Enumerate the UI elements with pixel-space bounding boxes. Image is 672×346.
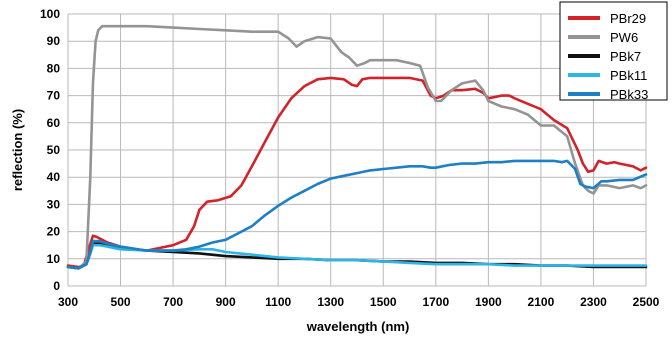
y-tick-label: 90 [47,34,61,48]
x-tick-label: 2300 [580,295,607,309]
series-line-pw6 [66,24,648,270]
grid [67,13,647,287]
legend-label-pbk33: PBk33 [610,87,648,102]
y-axis-title: reflection (%) [10,109,25,191]
y-tick-label: 10 [47,252,61,266]
y-tick-label: 50 [47,143,61,157]
x-tick-label: 2100 [528,295,555,309]
y-tick-label: 40 [47,170,61,184]
x-tick-label: 1500 [370,295,397,309]
tick-labels: 0 10 20 30 40 50 60 70 80 90 100 300 500 700 900 1100 13… [40,7,660,309]
x-axis-title: wavelength (nm) [306,319,410,334]
legend-label-pbk7: PBk7 [610,49,641,64]
x-tick-label: 1300 [317,295,344,309]
x-tick-label: 700 [163,295,183,309]
x-tick-label: 500 [111,295,131,309]
x-tick-label: 1900 [475,295,502,309]
y-tick-label: 80 [47,61,61,75]
x-tick-label: 2500 [633,295,660,309]
legend-label-pbr29: PBr29 [610,11,646,26]
series-line-pbr29 [66,76,648,269]
legend: PBr29 PW6 PBk7 PBk11 PBk33 [559,1,668,102]
legend-label-pw6: PW6 [610,30,638,45]
series-line-pbk33 [66,159,648,270]
x-tick-label: 300 [58,295,78,309]
series-lines [66,24,648,270]
y-tick-label: 60 [47,116,61,130]
series-line-pbk11 [66,243,648,270]
y-tick-label: 100 [40,7,60,21]
y-tick-label: 70 [47,89,61,103]
y-tick-label: 20 [47,225,61,239]
y-tick-label: 30 [47,197,61,211]
legend-label-pbk11: PBk11 [610,68,647,83]
x-tick-label: 1700 [422,295,449,309]
y-tick-label: 0 [53,279,60,293]
x-tick-label: 900 [216,295,236,309]
x-tick-label: 1100 [265,295,291,309]
